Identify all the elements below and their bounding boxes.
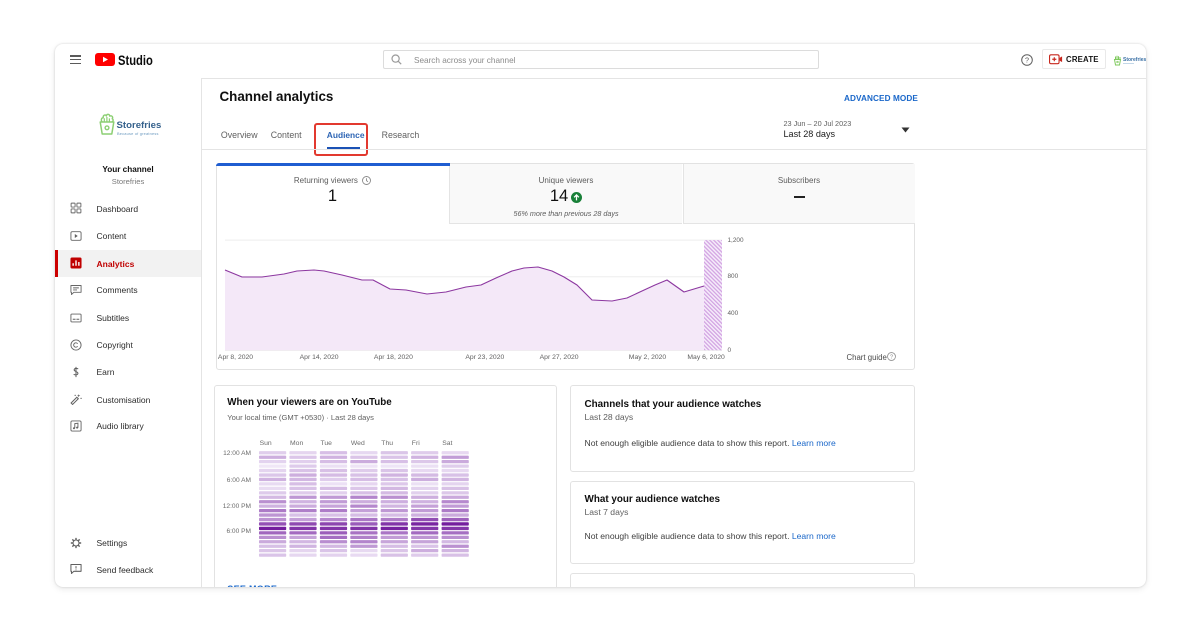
svg-text:?: ? <box>890 354 893 360</box>
svg-text:?: ? <box>1025 55 1029 64</box>
